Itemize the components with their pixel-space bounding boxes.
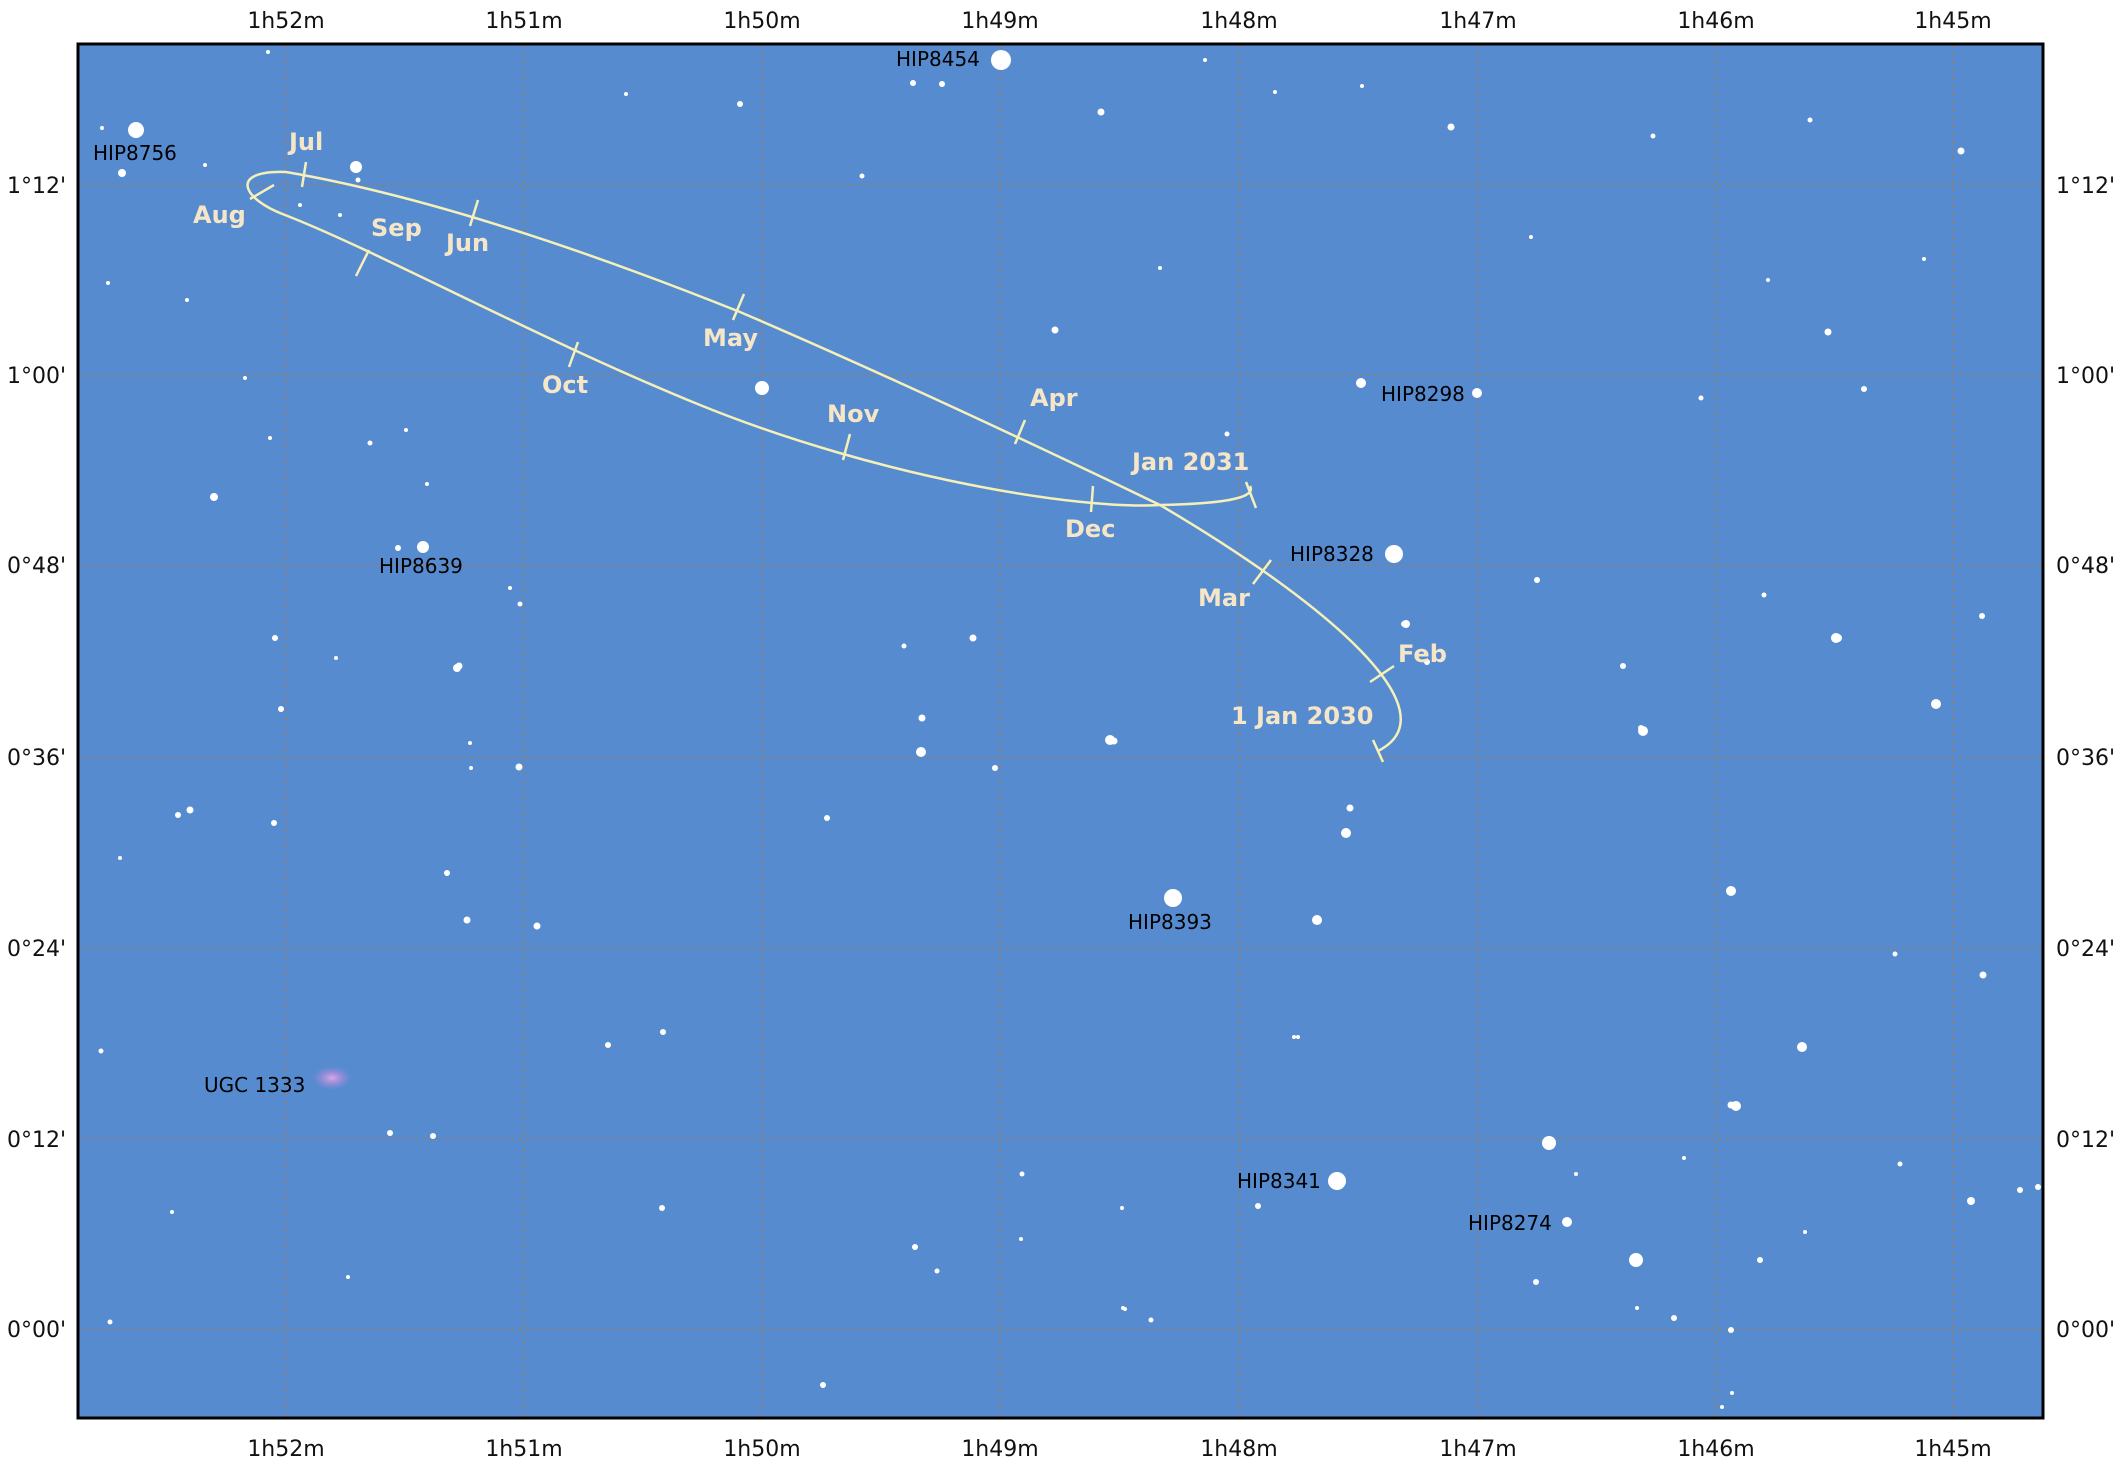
- tick-jul: [300, 161, 308, 188]
- dec-axis-left: 1°12' 1°00' 0°48' 0°36' 0°24' 0°12' 0°00…: [7, 174, 66, 1343]
- object-path: [246, 161, 1402, 763]
- star-hip8328[interactable]: [1385, 545, 1403, 563]
- ra-bottom-1h48m: 1h48m: [1200, 1437, 1277, 1462]
- star-hip8756[interactable]: [128, 122, 144, 138]
- dec-right-0-00: 0°00': [2056, 1318, 2115, 1343]
- dec-left-0-48: 0°48': [7, 554, 66, 579]
- ra-top-1h51m: 1h51m: [485, 9, 562, 34]
- dec-right-1-12: 1°12': [2056, 174, 2115, 199]
- label-hip8756: HIP8756: [93, 141, 177, 165]
- tick-aug: [249, 183, 275, 201]
- label-jul: Jul: [287, 128, 323, 156]
- dec-left-0-12: 0°12': [7, 1128, 66, 1153]
- label-hip8274: HIP8274: [1468, 1211, 1552, 1235]
- ra-top-1h47m: 1h47m: [1439, 9, 1516, 34]
- grid: [78, 44, 2043, 1418]
- label-nov: Nov: [827, 400, 880, 428]
- star-hip8393[interactable]: [1164, 889, 1182, 907]
- ra-bottom-1h50m: 1h50m: [723, 1437, 800, 1462]
- dec-right-1-00: 1°00': [2056, 364, 2115, 389]
- tick-apr: [1013, 419, 1027, 445]
- star-hip8341[interactable]: [1328, 1172, 1346, 1190]
- star-hip8298[interactable]: [1472, 388, 1482, 398]
- bright-stars: [118, 50, 1941, 1267]
- ra-bottom-1h51m: 1h51m: [485, 1437, 562, 1462]
- label-may: May: [703, 324, 758, 352]
- ra-bottom-1h49m: 1h49m: [961, 1437, 1038, 1462]
- label-apr: Apr: [1030, 384, 1078, 412]
- tick-may: [731, 293, 746, 321]
- dec-left-0-00: 0°00': [7, 1318, 66, 1343]
- tick-jan2031: [1244, 481, 1258, 509]
- label-aug: Aug: [193, 201, 246, 229]
- label-jan2030: 1 Jan 2030: [1231, 702, 1373, 730]
- path-labels: Jul Aug Sep Jun May Oct Nov Apr Jan 2031…: [193, 128, 1447, 730]
- dec-right-0-36: 0°36': [2056, 746, 2115, 771]
- label-dec: Dec: [1065, 515, 1115, 543]
- label-jan2031: Jan 2031: [1130, 448, 1249, 476]
- tick-mar: [1252, 559, 1272, 585]
- label-hip8454: HIP8454: [896, 47, 980, 71]
- star-hip8639[interactable]: [417, 541, 429, 553]
- label-mar: Mar: [1198, 584, 1250, 612]
- tick-dec: [1089, 485, 1095, 513]
- tick-sep: [354, 249, 371, 277]
- dec-left-1-12: 1°12': [7, 174, 66, 199]
- label-jun: Jun: [444, 229, 489, 257]
- sky-background: [78, 44, 2043, 1418]
- ra-top-1h45m: 1h45m: [1914, 9, 1991, 34]
- dec-right-0-48: 0°48': [2056, 554, 2115, 579]
- label-ugc1333: UGC 1333: [204, 1073, 305, 1097]
- ra-top-1h49m: 1h49m: [961, 9, 1038, 34]
- ra-top-1h46m: 1h46m: [1677, 9, 1754, 34]
- label-hip8341: HIP8341: [1237, 1169, 1321, 1193]
- galaxy-ugc1333[interactable]: [312, 1066, 352, 1090]
- ra-axis-bottom: 1h52m 1h51m 1h50m 1h49m 1h48m 1h47m 1h46…: [247, 1437, 1991, 1462]
- label-hip8639: HIP8639: [379, 554, 463, 578]
- dec-right-0-12: 0°12': [2056, 1128, 2115, 1153]
- tick-jan2030: [1371, 739, 1385, 763]
- chart-frame: [76, 42, 2045, 1420]
- ra-top-1h48m: 1h48m: [1200, 9, 1277, 34]
- dec-axis-right: 1°12' 1°00' 0°48' 0°36' 0°24' 0°12' 0°00…: [2056, 174, 2115, 1343]
- star-hip8454[interactable]: [991, 50, 1011, 70]
- tick-nov: [841, 433, 852, 461]
- dec-right-0-24: 0°24': [2056, 937, 2115, 962]
- star-hip8274[interactable]: [1562, 1217, 1572, 1227]
- dec-left-1-00: 1°00': [7, 364, 66, 389]
- dec-left-0-24: 0°24': [7, 937, 66, 962]
- tick-feb: [1369, 664, 1395, 684]
- star-labels: HIP8454 HIP8756 HIP8298 HIP8328 HIP8639 …: [93, 47, 1552, 1235]
- label-sep: Sep: [371, 214, 422, 242]
- tick-oct: [567, 341, 580, 368]
- ra-bottom-1h45m: 1h45m: [1914, 1437, 1991, 1462]
- ra-top-1h52m: 1h52m: [247, 9, 324, 34]
- label-feb: Feb: [1398, 640, 1447, 668]
- tick-jun: [468, 199, 480, 227]
- ra-bottom-1h52m: 1h52m: [247, 1437, 324, 1462]
- label-hip8298: HIP8298: [1381, 382, 1465, 406]
- ra-axis-top: 1h52m 1h51m 1h50m 1h49m 1h48m 1h47m 1h46…: [247, 9, 1991, 34]
- path-curve: [246, 170, 1402, 753]
- ra-bottom-1h46m: 1h46m: [1677, 1437, 1754, 1462]
- label-hip8328: HIP8328: [1290, 542, 1374, 566]
- ra-bottom-1h47m: 1h47m: [1439, 1437, 1516, 1462]
- label-oct: Oct: [542, 371, 588, 399]
- dec-left-0-36: 0°36': [7, 746, 66, 771]
- label-hip8393: HIP8393: [1128, 910, 1212, 934]
- ra-top-1h50m: 1h50m: [723, 9, 800, 34]
